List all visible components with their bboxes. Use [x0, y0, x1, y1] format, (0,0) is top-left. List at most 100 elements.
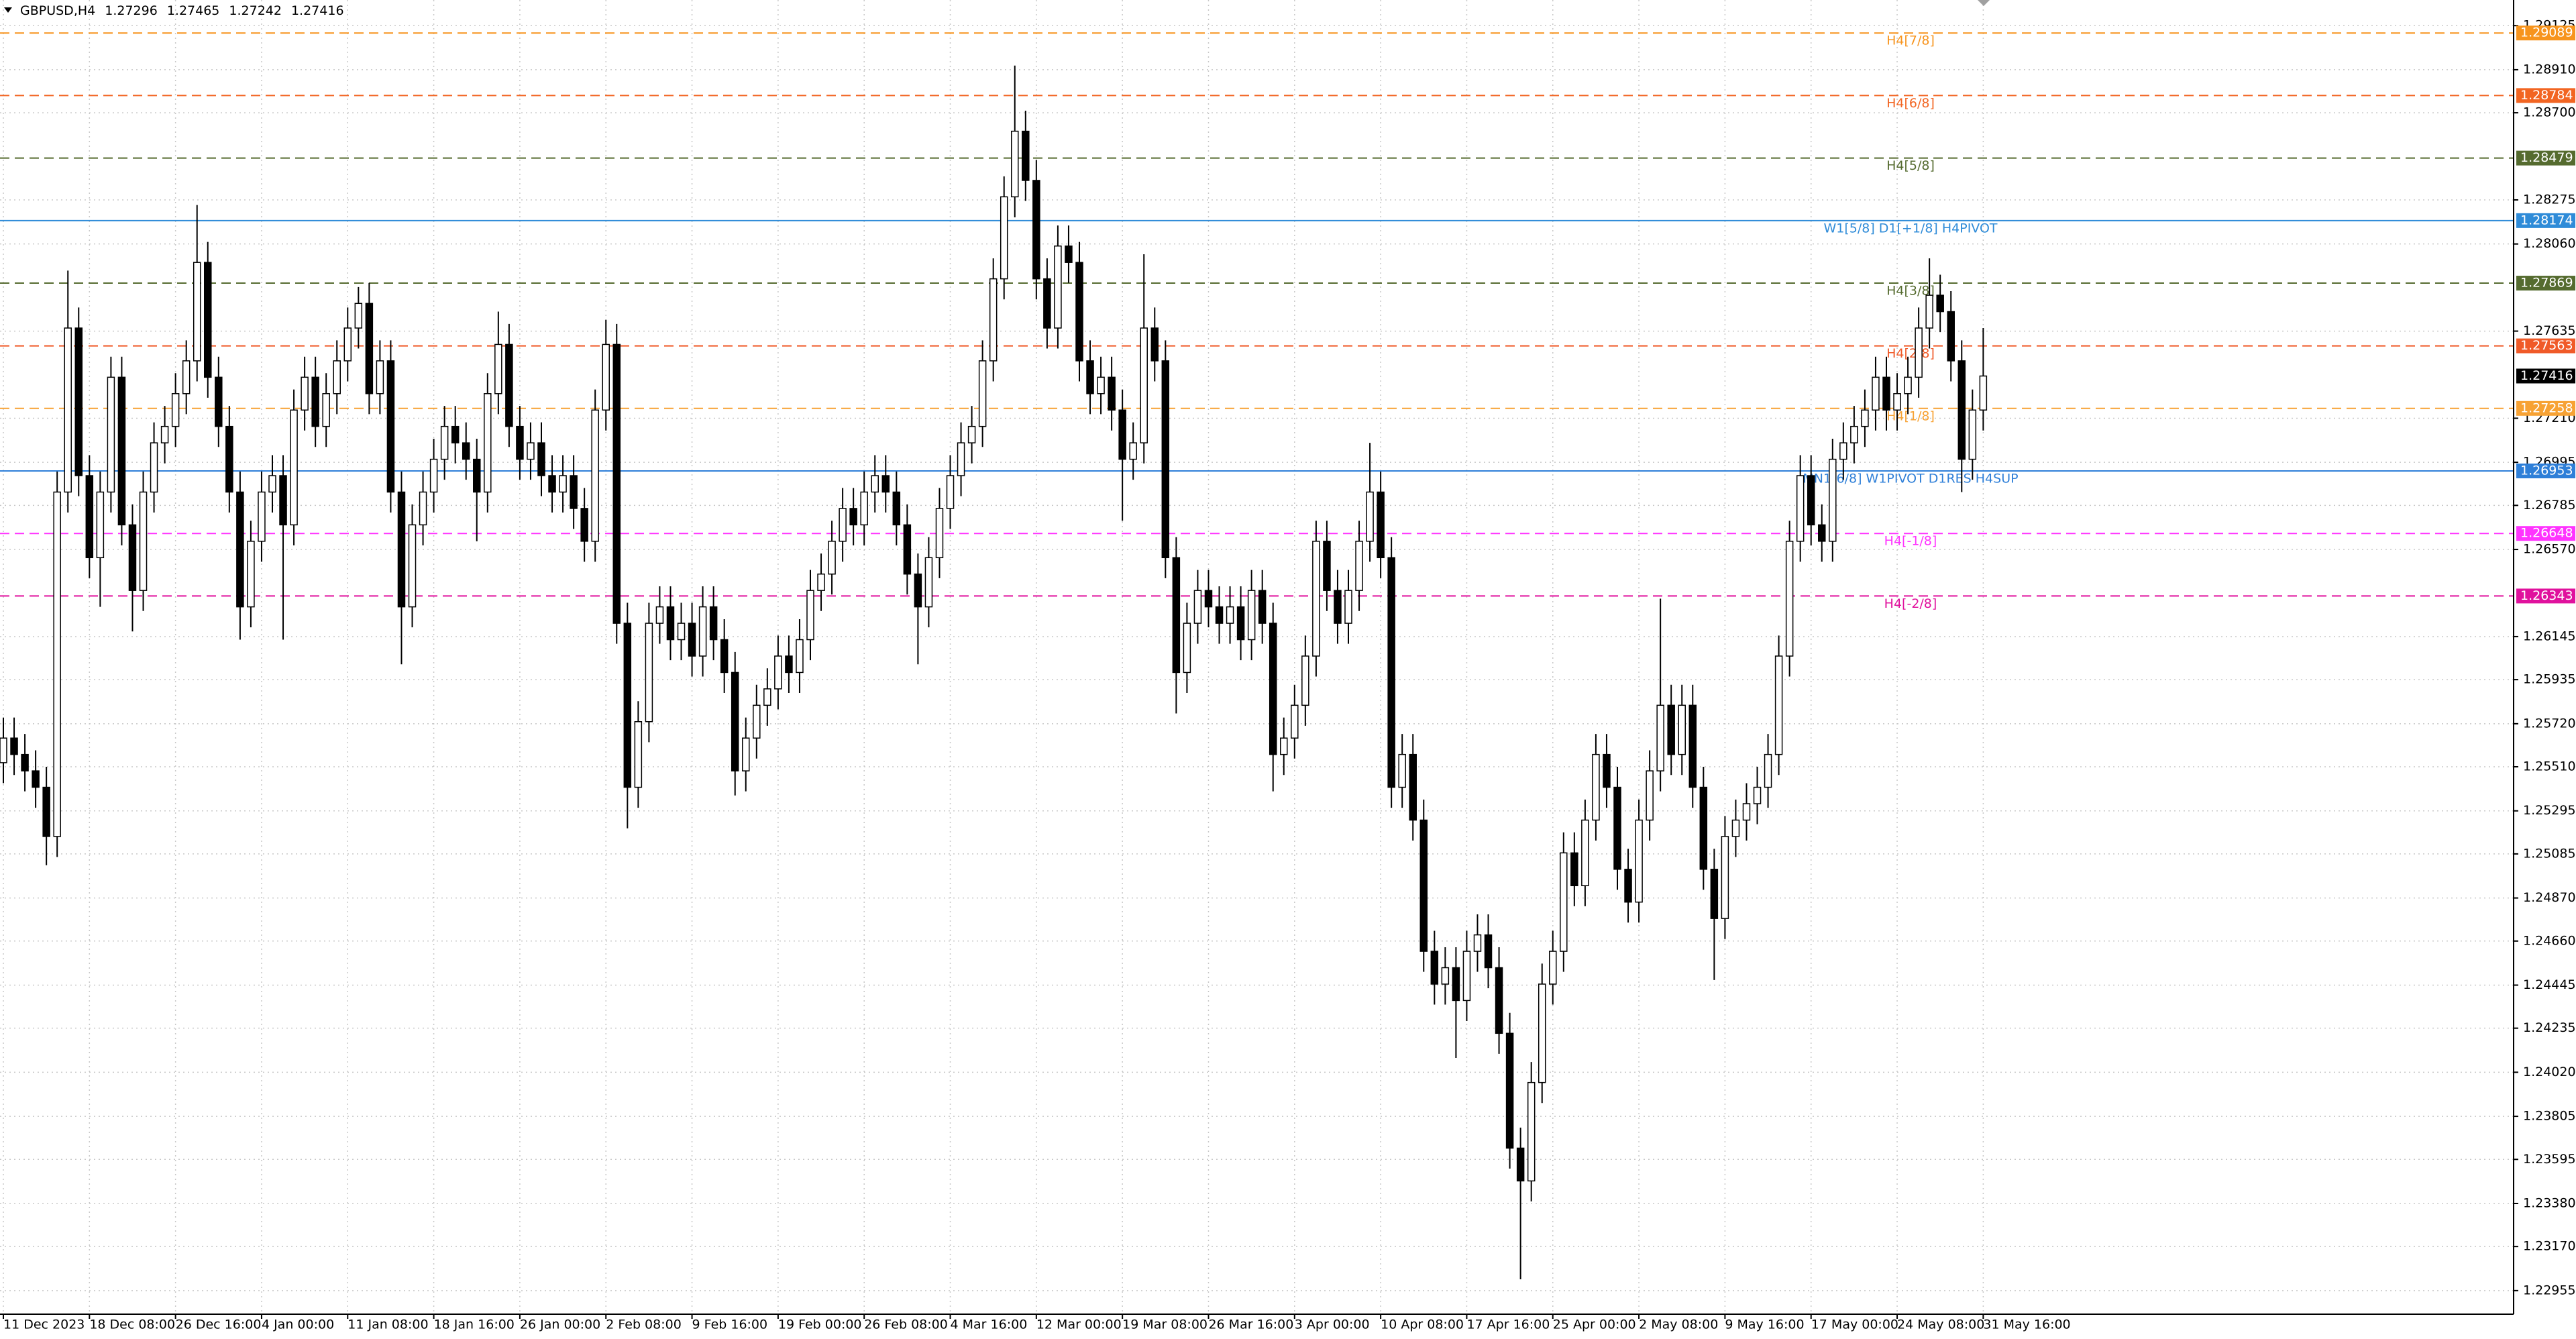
candle-body [21, 753, 29, 771]
candle-body [1366, 491, 1374, 542]
candle-body [343, 327, 352, 362]
candle-body [160, 425, 169, 443]
candle-body [258, 491, 266, 542]
last-price-label: 1.27416 [2520, 368, 2573, 383]
x-tick-label: 2 May 08:00 [1639, 1318, 1718, 1332]
candle-body [333, 360, 341, 394]
candle-body [117, 376, 126, 526]
candle-body [1904, 376, 1912, 394]
candle-body [1774, 655, 1783, 755]
candle-body [1032, 180, 1040, 280]
x-tick-label: 9 Feb 16:00 [692, 1318, 768, 1332]
candle-body [806, 590, 814, 641]
price-tag-label: 1.26953 [2520, 464, 2573, 478]
candle-body [74, 327, 83, 476]
price-tag [2516, 25, 2575, 41]
candle-body [1161, 360, 1170, 559]
candle-body [1150, 327, 1159, 362]
candle-body [1323, 541, 1331, 591]
candle-body [1129, 442, 1137, 460]
candle-body [559, 475, 567, 493]
candle-body [1430, 951, 1439, 985]
candle-body [1721, 836, 1729, 919]
price-tag [2516, 88, 2575, 103]
x-tick-label: 26 Feb 08:00 [864, 1318, 948, 1332]
candle-body [1043, 278, 1051, 329]
candle-body [1581, 819, 1589, 887]
candle-body [698, 606, 707, 657]
level-label: MN1[6/8] W1PIVOT D1RES H4SUP [1803, 472, 2018, 486]
candle-body [107, 376, 115, 493]
candle-body [1872, 376, 1880, 411]
candle-body [236, 491, 244, 608]
candle-body [1678, 704, 1686, 755]
candle-body [914, 573, 922, 608]
y-tick-label: 1.23805 [2523, 1109, 2576, 1124]
candle-body [1957, 360, 1966, 460]
header-price: 1.27465 [167, 3, 220, 18]
candle-body [85, 475, 94, 559]
x-tick-label: 17 May 00:00 [1811, 1318, 1898, 1332]
candle-body [828, 541, 836, 575]
candle-body [1484, 934, 1493, 969]
candle-body [1656, 704, 1664, 771]
candle-body [1193, 590, 1202, 624]
x-tick-label: 3 Apr 00:00 [1295, 1318, 1370, 1332]
header-price: 1.27416 [291, 3, 344, 18]
candle-body [1398, 753, 1406, 788]
candle-body [1462, 951, 1471, 1002]
candle-body [666, 606, 675, 641]
candle-body [1226, 606, 1234, 624]
price-tag [2516, 150, 2575, 166]
candle-body [1054, 245, 1062, 329]
candle-body [1699, 786, 1708, 870]
candle-body [1968, 409, 1977, 460]
candle-body [225, 425, 233, 493]
chart-header: GBPUSD,H4 1.27296 1.27465 1.27242 1.27416 [20, 3, 344, 18]
candle-body [462, 442, 470, 460]
y-tick-label: 1.28700 [2523, 105, 2576, 120]
level-label: H4[1/8] [1886, 409, 1935, 423]
candle-body [1495, 967, 1503, 1034]
level-label: H4[3/8] [1886, 284, 1935, 299]
candle-body [655, 606, 664, 624]
level-label: H4[-1/8] [1884, 534, 1937, 549]
candle-body [1549, 951, 1557, 985]
candle-body [1075, 262, 1083, 362]
candle-body [709, 606, 718, 641]
candle-body [871, 475, 879, 493]
candle-body [128, 524, 137, 591]
x-tick-label: 12 Mar 00:00 [1036, 1318, 1122, 1332]
candle-body [903, 524, 912, 575]
candle-body [1011, 130, 1019, 198]
candle-body [354, 303, 363, 329]
y-tick-label: 1.28275 [2523, 192, 2576, 207]
candle-body [1603, 753, 1611, 788]
candle-body [1334, 590, 1342, 624]
candle-body [1688, 704, 1697, 788]
candle-body [268, 475, 276, 493]
candle-body [1742, 803, 1751, 821]
candle-body [924, 557, 933, 608]
axis: 1.291251.289101.287001.282751.280601.276… [3, 18, 2576, 1332]
candle-body [193, 262, 201, 362]
candle-body [247, 541, 255, 608]
x-tick-label: 18 Jan 16:00 [434, 1318, 515, 1332]
price-tag-label: 1.27563 [2520, 338, 2573, 353]
candle-body [1538, 983, 1546, 1083]
x-tick-label: 26 Mar 16:00 [1208, 1318, 1293, 1332]
price-tag-label: 1.27258 [2520, 400, 2573, 415]
candle-body [1215, 606, 1224, 624]
candle-body [1829, 458, 1837, 542]
price-tag [2516, 400, 2575, 416]
candle-body [1753, 786, 1762, 804]
candle-body [301, 376, 309, 411]
candle-body [1936, 294, 1944, 313]
candle-body [1280, 737, 1288, 755]
y-tick-label: 1.27635 [2523, 323, 2576, 338]
price-tag-label: 1.28784 [2520, 88, 2573, 103]
candle-body [881, 475, 890, 493]
candle-body [602, 343, 610, 411]
